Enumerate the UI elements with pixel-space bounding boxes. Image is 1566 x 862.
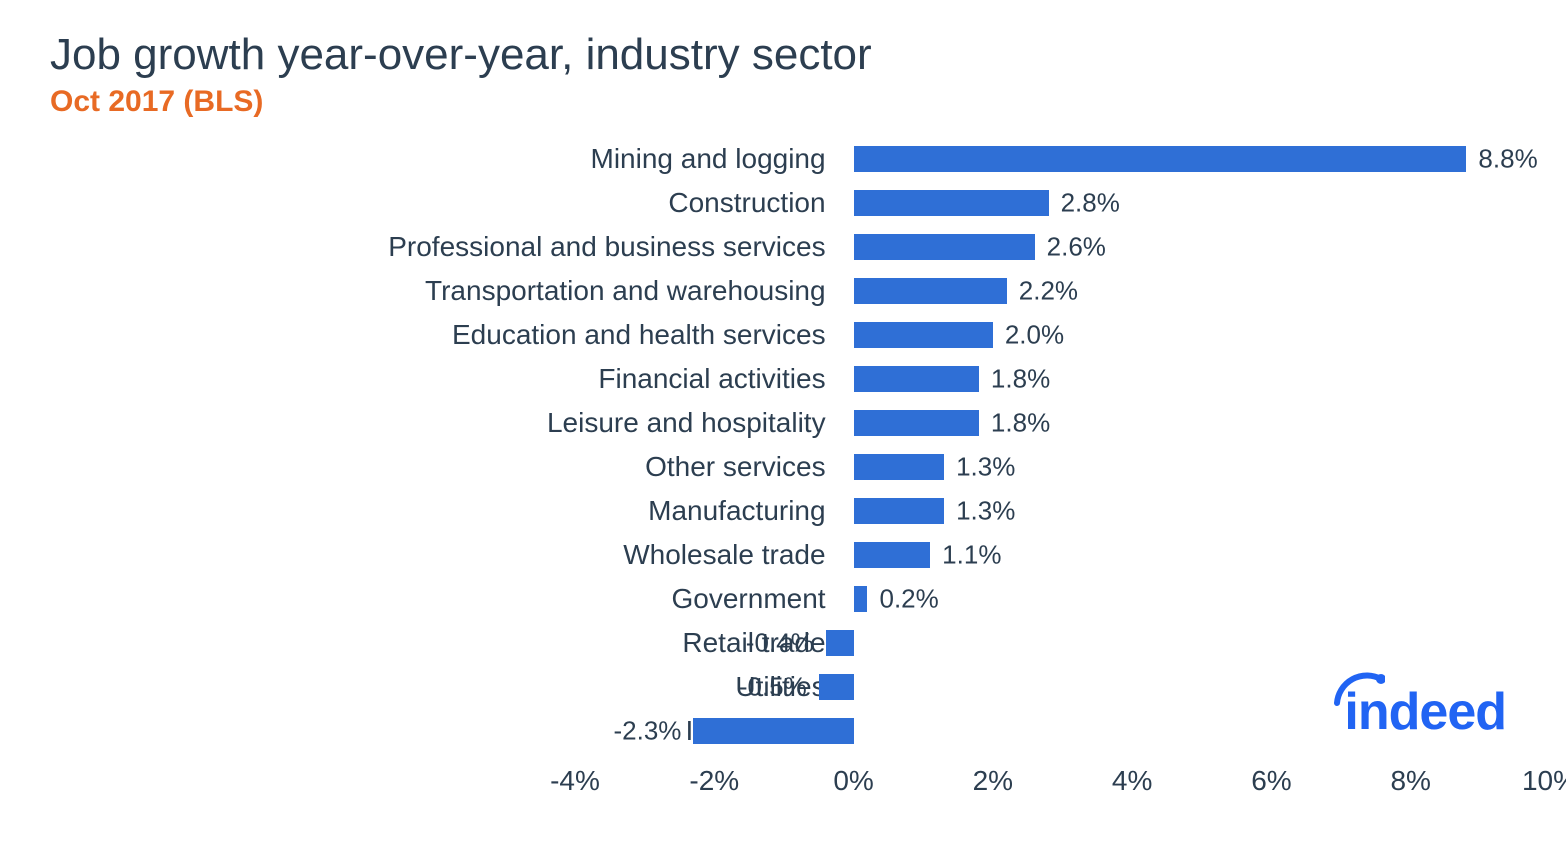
bar	[854, 586, 868, 612]
value-label: 8.8%	[1478, 144, 1537, 175]
bar	[693, 718, 853, 744]
x-tick-label: 10%	[1522, 765, 1566, 797]
category-label: Manufacturing	[648, 495, 839, 527]
value-label: 0.2%	[880, 584, 939, 615]
category-label: Leisure and hospitality	[547, 407, 840, 439]
indeed-logo: indeed	[1344, 682, 1506, 742]
bar	[854, 454, 945, 480]
category-label: Education and health services	[452, 319, 840, 351]
category-label: Construction	[668, 187, 839, 219]
x-tick-label: 2%	[973, 765, 1013, 797]
value-label: 1.8%	[991, 408, 1050, 439]
chart-row: Wholesale trade 1.1%	[50, 533, 1516, 577]
value-label: 2.8%	[1061, 188, 1120, 219]
x-axis: -4%-2%0%2%4%6%8%10%	[50, 757, 1516, 817]
chart-row: Professional and business services 2.6%	[50, 225, 1516, 269]
chart-row: Information-2.3%	[50, 709, 1516, 753]
chart-row: Mining and logging8.8%	[50, 137, 1516, 181]
bar	[819, 674, 854, 700]
value-label: -0.5%	[739, 672, 807, 703]
bar	[854, 498, 945, 524]
chart-row: Government 0.2%	[50, 577, 1516, 621]
chart-row: Financial activities 1.8%	[50, 357, 1516, 401]
x-tick-label: 0%	[833, 765, 873, 797]
value-label: 2.6%	[1047, 232, 1106, 263]
indeed-logo-arc	[1331, 667, 1385, 709]
chart-row: Retail trade-0.4%	[50, 621, 1516, 665]
bar	[854, 234, 1035, 260]
chart-title: Job growth year-over-year, industry sect…	[50, 30, 1516, 81]
category-label: Government	[672, 583, 840, 615]
chart-row: Construction 2.8%	[50, 181, 1516, 225]
category-label: Professional and business services	[388, 231, 839, 263]
category-label: Financial activities	[598, 363, 839, 395]
chart-container: Job growth year-over-year, industry sect…	[0, 0, 1566, 862]
bar	[854, 322, 993, 348]
category-label: Mining and logging	[591, 143, 840, 175]
chart-area: Mining and logging8.8% Construction 2.8% Pr…	[50, 137, 1516, 817]
x-tick-label: 4%	[1112, 765, 1152, 797]
x-tick-label: -2%	[689, 765, 739, 797]
category-label: Transportation and warehousing	[425, 275, 840, 307]
chart-row: Other services 1.3%	[50, 445, 1516, 489]
value-label: 2.2%	[1019, 276, 1078, 307]
x-tick-label: 6%	[1251, 765, 1291, 797]
chart-row: Utilities-0.5%	[50, 665, 1516, 709]
chart-row: Education and health services 2.0%	[50, 313, 1516, 357]
category-label: Other services	[645, 451, 840, 483]
bar	[854, 542, 931, 568]
chart-row: Transportation and warehousing 2.2%	[50, 269, 1516, 313]
chart-row: Leisure and hospitality 1.8%	[50, 401, 1516, 445]
bar	[854, 366, 979, 392]
value-label: 2.0%	[1005, 320, 1064, 351]
value-label: 1.3%	[956, 452, 1015, 483]
value-label: -2.3%	[613, 716, 681, 747]
chart-subtitle: Oct 2017 (BLS)	[50, 85, 1516, 120]
bar	[854, 278, 1007, 304]
bar	[854, 190, 1049, 216]
bar	[854, 146, 1467, 172]
chart-row: Manufacturing 1.3%	[50, 489, 1516, 533]
bar	[854, 410, 979, 436]
value-label: 1.3%	[956, 496, 1015, 527]
x-tick-label: -4%	[550, 765, 600, 797]
value-label: 1.8%	[991, 364, 1050, 395]
plot-region: Mining and logging8.8% Construction 2.8% Pr…	[50, 137, 1516, 757]
x-tick-label: 8%	[1390, 765, 1430, 797]
value-label: -0.4%	[746, 628, 814, 659]
category-label: Wholesale trade	[623, 539, 839, 571]
bar	[826, 630, 854, 656]
value-label: 1.1%	[942, 540, 1001, 571]
